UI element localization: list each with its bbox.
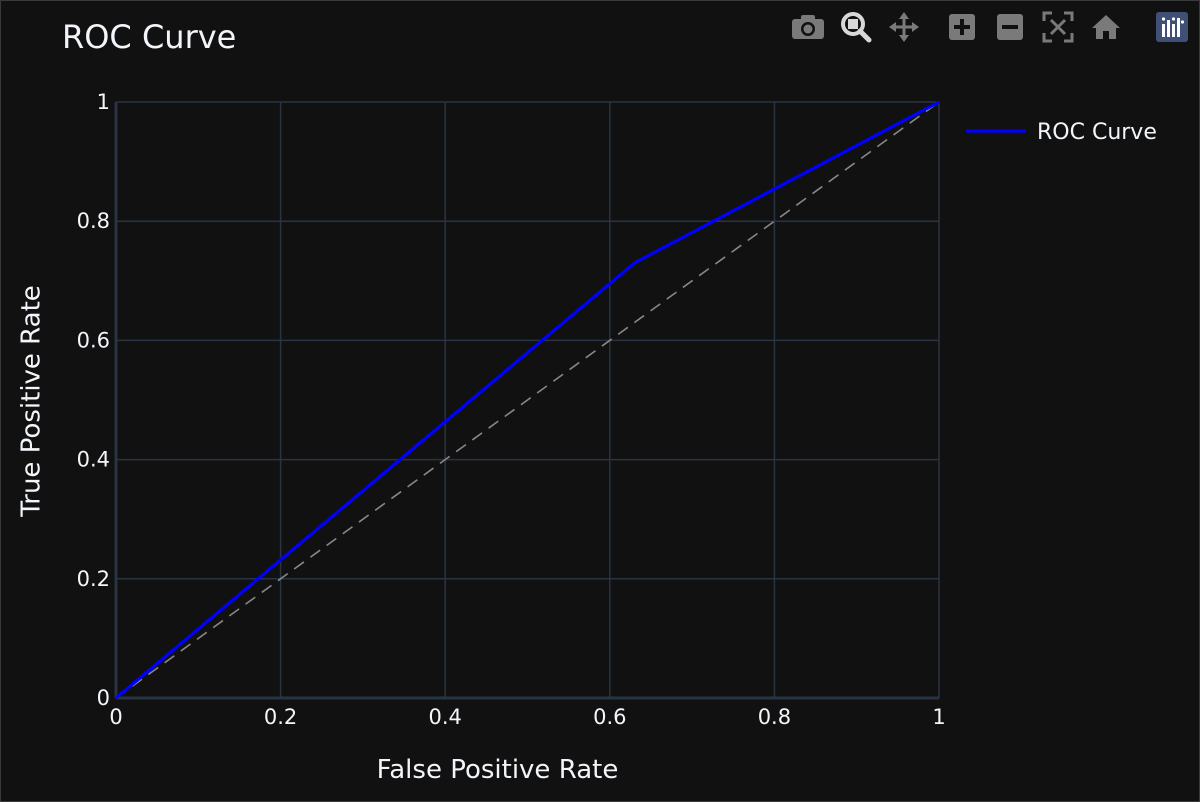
modebar [778, 10, 1190, 44]
x-tick-label: 0.6 [593, 705, 626, 729]
y-tick-label: 0.8 [77, 209, 110, 233]
y-tick-label: 0 [97, 686, 110, 710]
autoscale-icon[interactable] [1040, 10, 1076, 44]
camera-icon[interactable] [790, 10, 826, 44]
axes [114, 102, 939, 700]
grid [116, 101, 940, 698]
plotly-logo-icon[interactable] [1154, 10, 1190, 44]
home-icon[interactable] [1088, 10, 1124, 44]
y-tick-label: 0.4 [77, 448, 110, 472]
pan-icon[interactable] [886, 10, 922, 44]
x-tick-label: 1 [932, 705, 945, 729]
y-tick-label: 0.2 [77, 567, 110, 591]
x-tick-label: 0.8 [758, 705, 791, 729]
legend-label[interactable]: ROC Curve [1037, 120, 1157, 145]
zoom-in-icon[interactable] [944, 10, 980, 44]
zoom-out-icon[interactable] [992, 10, 1028, 44]
y-tick-label: 1 [97, 90, 110, 114]
chart-title: ROC Curve [62, 18, 237, 56]
series [114, 100, 940, 700]
x-tick-label: 0 [109, 705, 122, 729]
legend[interactable]: ROC Curve [966, 120, 1157, 145]
y-tick-label: 0.6 [77, 328, 110, 352]
roc-curve-line [114, 100, 940, 700]
y-axis-title: True Positive Rate [17, 285, 47, 518]
x-tick-label: 0.4 [428, 705, 461, 729]
x-axis-title: False Positive Rate [377, 755, 619, 785]
tick-labels: 0 0.2 0.4 0.6 0.8 1 0 0.2 0.4 0.6 0.8 1 [77, 90, 946, 729]
diagonal-reference-line [115, 101, 940, 699]
zoom-icon[interactable] [838, 10, 874, 44]
x-tick-label: 0.2 [264, 705, 297, 729]
